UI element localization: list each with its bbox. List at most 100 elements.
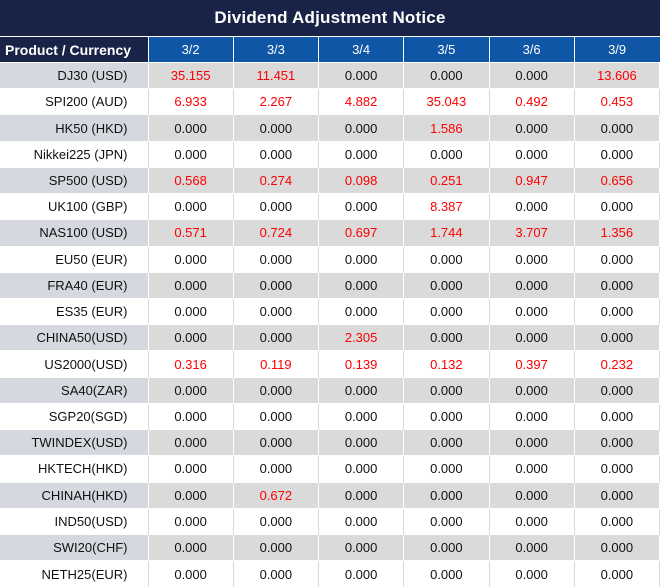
value-cell: 0.000 [318,403,405,430]
column-header-date-4: 3/5 [403,36,490,63]
value-cell: 0.000 [148,324,234,352]
product-cell: HKTECH(HKD) [0,455,149,482]
table-row: DJ30 (USD) 35.155 11.451 0.000 0.000 0.0… [0,61,660,90]
value-cell: 0.397 [489,350,575,378]
value-cell: 1.744 [403,219,490,247]
table-row: NAS100 (USD) 0.571 0.724 0.697 1.744 3.7… [0,219,660,247]
value-cell: 35.155 [148,61,234,90]
value-cell: 35.043 [403,88,490,115]
value-cell: 0.000 [403,429,490,457]
table-row: Nikkei225 (JPN) 0.000 0.000 0.000 0.000 … [0,141,660,168]
column-header-date-6: 3/9 [574,36,660,63]
value-cell: 0.724 [233,219,320,247]
dividend-table: Product / Currency 3/2 3/3 3/4 3/5 3/6 3… [0,36,660,587]
value-cell: 0.000 [318,141,405,168]
value-cell: 0.139 [318,350,405,378]
value-cell: 0.000 [403,508,490,535]
table-row: UK100 (GBP) 0.000 0.000 0.000 8.387 0.00… [0,193,660,220]
table-row: US2000(USD) 0.316 0.119 0.139 0.132 0.39… [0,350,660,378]
product-cell: EU50 (EUR) [0,246,149,273]
value-cell: 0.000 [574,429,660,457]
value-cell: 0.000 [574,271,660,299]
value-cell: 0.000 [489,376,575,404]
value-cell: 0.000 [233,193,320,220]
value-cell: 0.000 [318,298,405,325]
value-cell: 8.387 [403,193,490,220]
title-bar: Dividend Adjustment Notice [0,0,660,36]
value-cell: 1.356 [574,219,660,247]
value-cell: 0.000 [318,508,405,535]
value-cell: 0.000 [574,481,660,509]
value-cell: 0.000 [318,481,405,509]
value-cell: 0.098 [318,166,405,195]
value-cell: 0.568 [148,166,234,195]
product-cell: NAS100 (USD) [0,219,149,247]
table-row: EU50 (EUR) 0.000 0.000 0.000 0.000 0.000… [0,246,660,273]
value-cell: 0.000 [489,324,575,352]
column-header-date-1: 3/2 [148,36,234,63]
product-cell: FRA40 (EUR) [0,271,149,299]
value-cell: 0.000 [233,141,320,168]
product-cell: HK50 (HKD) [0,114,149,142]
value-cell: 0.000 [574,141,660,168]
table-row: TWINDEX(USD) 0.000 0.000 0.000 0.000 0.0… [0,429,660,457]
value-cell: 0.000 [574,193,660,220]
value-cell: 0.000 [233,455,320,482]
value-cell: 0.000 [489,403,575,430]
product-cell: SP500 (USD) [0,166,149,195]
value-cell: 0.000 [403,271,490,299]
value-cell: 0.000 [318,114,405,142]
value-cell: 0.000 [148,271,234,299]
value-cell: 0.000 [403,141,490,168]
value-cell: 0.492 [489,88,575,115]
product-cell: ES35 (EUR) [0,298,149,325]
column-header-date-5: 3/6 [489,36,575,63]
value-cell: 0.000 [489,533,575,562]
value-cell: 0.000 [574,376,660,404]
value-cell: 0.000 [233,376,320,404]
value-cell: 0.000 [233,403,320,430]
value-cell: 3.707 [489,219,575,247]
value-cell: 0.000 [403,481,490,509]
value-cell: 0.000 [148,429,234,457]
value-cell: 0.000 [403,376,490,404]
value-cell: 0.232 [574,350,660,378]
product-cell: SWI20(CHF) [0,533,149,562]
value-cell: 0.672 [233,481,320,509]
value-cell: 0.000 [148,246,234,273]
value-cell: 0.000 [148,508,234,535]
column-header-date-3: 3/4 [318,36,405,63]
value-cell: 0.656 [574,166,660,195]
value-cell: 0.000 [233,114,320,142]
table-row: HKTECH(HKD) 0.000 0.000 0.000 0.000 0.00… [0,455,660,482]
value-cell: 0.000 [318,271,405,299]
value-cell: 0.000 [403,246,490,273]
value-cell: 0.000 [574,324,660,352]
product-cell: UK100 (GBP) [0,193,149,220]
value-cell: 0.000 [574,560,660,587]
value-cell: 0.000 [148,481,234,509]
value-cell: 0.000 [489,508,575,535]
table-row: SWI20(CHF) 0.000 0.000 0.000 0.000 0.000… [0,533,660,562]
value-cell: 0.000 [233,271,320,299]
product-cell: SGP20(SGD) [0,403,149,430]
value-cell: 0.000 [489,481,575,509]
value-cell: 0.000 [233,246,320,273]
value-cell: 0.000 [318,376,405,404]
value-cell: 0.316 [148,350,234,378]
value-cell: 1.586 [403,114,490,142]
product-cell: CHINAH(HKD) [0,481,149,509]
value-cell: 0.000 [574,298,660,325]
value-cell: 0.000 [318,429,405,457]
value-cell: 0.119 [233,350,320,378]
value-cell: 2.267 [233,88,320,115]
product-cell: SPI200 (AUD) [0,88,149,115]
product-cell: Nikkei225 (JPN) [0,141,149,168]
value-cell: 0.000 [318,455,405,482]
column-header-product: Product / Currency [0,36,149,63]
value-cell: 0.000 [318,61,405,90]
table-row: SP500 (USD) 0.568 0.274 0.098 0.251 0.94… [0,166,660,195]
value-cell: 2.305 [318,324,405,352]
table-row: ES35 (EUR) 0.000 0.000 0.000 0.000 0.000… [0,298,660,325]
value-cell: 0.000 [318,246,405,273]
